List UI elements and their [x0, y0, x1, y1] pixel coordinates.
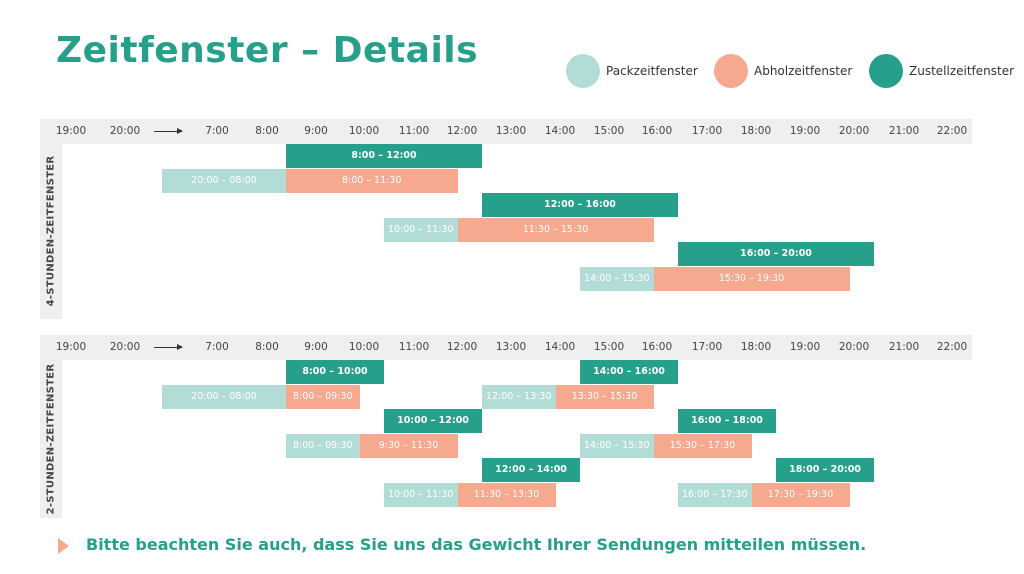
- hour-label: 13:00: [495, 341, 527, 353]
- timeslot-bar-zustell: 12:00 – 14:00: [482, 458, 580, 483]
- hour-label: 10:00: [348, 125, 380, 137]
- hour-label: 11:00: [398, 341, 430, 353]
- timeslot-bar-abhol: 15:30 – 17:30: [653, 433, 752, 458]
- panel-2h: 2-STUNDEN-ZEITFENSTER 19:00 20:00 7:00 8:00…: [40, 335, 972, 518]
- timeslot-bar-pack: 10:00 – 11:30: [384, 483, 458, 507]
- timeslot-bar-zustell: 8:00 – 12:00: [286, 144, 482, 168]
- hour-label: 12:00: [446, 341, 478, 353]
- arrow-right-icon: [154, 344, 183, 350]
- timeslot-bar-pack: 14:00 – 15:30: [580, 433, 654, 458]
- hour-label: 9:00: [304, 125, 328, 137]
- hour-label: 21:00: [888, 341, 920, 353]
- legend-abhol: Abholzeitfenster: [714, 54, 852, 88]
- panel-side: [40, 144, 62, 319]
- hour-label: 17:00: [691, 341, 723, 353]
- hour-label: 7:00: [205, 341, 229, 353]
- hour-label: 22:00: [936, 341, 968, 353]
- hour-label: 8:00: [255, 341, 279, 353]
- hour-label: 10:00: [348, 341, 380, 353]
- hour-label: 19:00: [55, 125, 87, 137]
- timeslot-bar-abhol: 11:30 – 13:30: [457, 483, 556, 507]
- timeslot-bar-abhol: 11:30 – 15:30: [457, 217, 654, 242]
- panel-label: 4-STUNDEN-ZEITFENSTER: [45, 155, 57, 307]
- timeslot-bar-pack: 10:00 – 11:30: [384, 217, 458, 242]
- time-axis: [40, 119, 972, 144]
- timeslot-bar-pack: 20:00 – 08:00: [162, 168, 286, 193]
- legend-pack: Packzeitfenster: [566, 54, 698, 88]
- timeslot-bar-zustell: 16:00 – 18:00: [678, 409, 776, 434]
- time-axis: [40, 335, 972, 360]
- timeslot-bar-pack: 20:00 – 08:00: [162, 384, 286, 409]
- hour-label: 15:00: [593, 341, 625, 353]
- timeslot-bar-abhol: 8:00 – 09:30: [286, 384, 360, 409]
- hour-label: 20:00: [838, 341, 870, 353]
- panel-side: [40, 360, 62, 518]
- timeslot-bar-pack: 16:00 – 17:30: [678, 483, 752, 507]
- timeslot-bar-abhol: 8:00 – 11:30: [286, 168, 458, 193]
- hour-label: 20:00: [838, 125, 870, 137]
- timeslot-bar-zustell: 18:00 – 20:00: [776, 458, 874, 483]
- arrow-right-icon: [154, 128, 183, 134]
- timeslot-bar-zustell: 12:00 – 16:00: [482, 193, 678, 218]
- timeslot-bar-abhol: 13:30 – 15:30: [555, 384, 654, 409]
- timeslot-bar-zustell: 16:00 – 20:00: [678, 242, 874, 267]
- hour-label: 19:00: [55, 341, 87, 353]
- hour-label: 19:00: [789, 125, 821, 137]
- hour-label: 20:00: [109, 341, 141, 353]
- hour-label: 19:00: [789, 341, 821, 353]
- hour-label: 18:00: [740, 125, 772, 137]
- panel-label: 2-STUNDEN-ZEITFENSTER: [45, 363, 57, 515]
- hour-label: 22:00: [936, 125, 968, 137]
- timeslot-bar-zustell: 14:00 – 16:00: [580, 360, 678, 384]
- legend-pack-label: Packzeitfenster: [606, 64, 698, 78]
- legend-zustell: Zustellzeitfenster: [869, 54, 1014, 88]
- hour-label: 9:00: [304, 341, 328, 353]
- timeslot-bar-pack: 8:00 – 09:30: [286, 433, 360, 458]
- page-title: Zeitfenster – Details: [56, 30, 479, 71]
- hour-label: 15:00: [593, 125, 625, 137]
- hour-label: 14:00: [544, 341, 576, 353]
- hour-label: 18:00: [740, 341, 772, 353]
- hour-label: 7:00: [205, 125, 229, 137]
- legend-abhol-swatch: [714, 54, 748, 88]
- legend-zustell-swatch: [869, 54, 903, 88]
- timeslot-bar-zustell: 10:00 – 12:00: [384, 409, 482, 434]
- hour-label: 17:00: [691, 125, 723, 137]
- legend-pack-swatch: [566, 54, 600, 88]
- timeslot-bar-zustell: 8:00 – 10:00: [286, 360, 384, 384]
- note-arrow-icon: [58, 538, 69, 554]
- hour-label: 13:00: [495, 125, 527, 137]
- hour-label: 16:00: [641, 125, 673, 137]
- panel-4h: 4-STUNDEN-ZEITFENSTER 19:00 20:00 7:00 8:00…: [40, 119, 972, 319]
- hour-label: 14:00: [544, 125, 576, 137]
- note-text: Bitte beachten Sie auch, dass Sie uns da…: [86, 535, 867, 554]
- hour-label: 12:00: [446, 125, 478, 137]
- timeslot-bar-pack: 12:00 – 13:30: [482, 384, 556, 409]
- legend-abhol-label: Abholzeitfenster: [754, 64, 853, 78]
- hour-label: 21:00: [888, 125, 920, 137]
- hour-label: 20:00: [109, 125, 141, 137]
- timeslot-bar-abhol: 15:30 – 19:30: [653, 267, 850, 291]
- hour-label: 8:00: [255, 125, 279, 137]
- timeslot-bar-pack: 14:00 – 15:30: [580, 267, 654, 291]
- legend-zustell-label: Zustellzeitfenster: [909, 64, 1015, 78]
- hour-label: 11:00: [398, 125, 430, 137]
- timeslot-bar-abhol: 17:30 – 19:30: [751, 483, 850, 507]
- hour-label: 16:00: [641, 341, 673, 353]
- timeslot-bar-abhol: 9:30 – 11:30: [359, 433, 458, 458]
